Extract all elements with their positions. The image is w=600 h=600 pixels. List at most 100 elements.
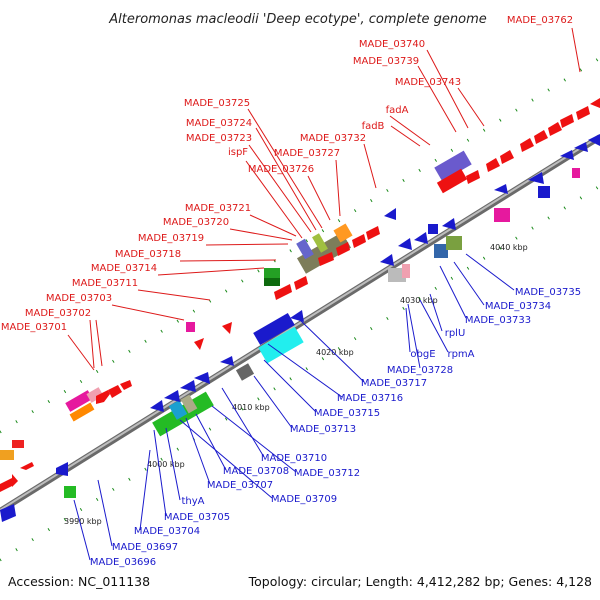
gene-reverse [180,394,198,414]
gene-forward [120,380,132,390]
gene-reverse [494,184,508,194]
gene-forward [352,234,366,248]
gene-label: MADE_03718 [115,249,181,260]
gene-label: MADE_03711 [72,278,138,289]
gene-label: MADE_03721 [185,203,251,214]
gene-forward [186,322,195,332]
gene-reverse [258,326,304,364]
gene-reverse [434,244,448,258]
forward-leader-lines [67,27,581,371]
gene-forward [96,390,110,404]
gene-label: rpmA [447,349,474,360]
gene-label: MADE_03735 [515,287,581,298]
gene-forward [576,106,590,120]
gene-label: MADE_03727 [274,148,340,159]
gene-forward [318,252,334,266]
gene-label: MADE_03716 [337,393,403,404]
kbp-ticks: 3990 kbp 4000 kbp 4010 kbp 4020 kbp 4030… [64,243,528,526]
gene-forward [560,114,574,128]
gene-reverse [194,372,210,384]
gene-label: MADE_03732 [300,133,366,144]
forward-labels: MADE_03762 MADE_03740 MADE_03739 MADE_03… [1,15,573,333]
gene-forward [436,168,468,194]
gene-label: MADE_03703 [46,293,112,304]
gene-forward [69,402,95,422]
gene-reverse [428,224,438,234]
gene-forward [12,440,24,448]
gene-forward [86,387,104,403]
gene-forward [296,238,314,260]
gene-reverse [574,142,588,152]
gene-label: MADE_03707 [207,480,273,491]
gene-label: MADE_03740 [359,39,425,50]
gene-label: MADE_03719 [138,233,204,244]
gene-reverse [56,462,68,476]
gene-reverse [150,400,164,412]
gene-forward [0,450,14,460]
gene-label: MADE_03743 [395,77,461,88]
gene-label: MADE_03696 [90,557,156,568]
gene-forward [312,233,328,253]
gene-forward [20,462,34,470]
gene-reverse [235,363,255,381]
reverse-strand-genes [0,134,600,522]
gene-forward [274,284,292,300]
gene-forward [366,226,380,240]
gene-reverse [180,380,196,392]
gene-reverse [290,310,304,322]
gene-reverse [446,236,462,250]
kbp-tick-label: 4000 kbp [147,460,185,469]
gene-forward [434,150,472,182]
kbp-tick-label: 4010 kbp [232,403,270,412]
outer-tick-row-upper [0,56,600,434]
topology-text: Topology: circular; Length: 4,412,282 bp… [248,574,592,589]
gene-reverse [168,400,188,420]
gene-label: MADE_03762 [507,15,573,26]
gene-forward [264,268,280,278]
gene-label: MADE_03714 [91,263,157,274]
gene-label: MADE_03709 [271,494,337,505]
kbp-tick-label: 4030 kbp [400,296,438,305]
gene-forward [494,208,510,222]
gene-forward [548,122,562,136]
reverse-labels: MADE_03735 MADE_03734 MADE_03733 rplU rp… [90,287,581,568]
forward-strand-genes [0,98,600,492]
gene-reverse [572,168,580,178]
gene-forward [534,130,548,144]
gene-reverse [384,208,396,220]
gene-label: MADE_03702 [25,308,91,319]
gene-forward [486,158,500,172]
gene-label: fadA [386,105,409,116]
gene-label: MADE_03739 [353,56,419,67]
gene-label: MADE_03725 [184,98,250,109]
gene-forward [590,98,600,108]
gene-label: MADE_03723 [186,133,252,144]
gene-label: MADE_03704 [134,526,200,537]
gene-label: MADE_03728 [387,365,453,376]
gene-forward [194,338,204,350]
gene-label: MADE_03733 [465,315,531,326]
accession-text: Accession: NC_011138 [8,574,150,589]
gene-label: obgE [410,349,435,360]
gene-reverse [220,356,234,366]
gene-reverse [164,390,180,402]
kbp-tick-label: 4040 kbp [490,243,528,252]
gene-forward [264,278,280,286]
gene-forward [65,390,93,412]
outer-tick-row-lower [0,184,600,562]
genome-backbone [0,134,600,514]
gene-reverse [538,186,550,198]
gene-label: MADE_03724 [186,118,252,129]
gene-label: MADE_03713 [290,424,356,435]
gene-label: MADE_03720 [163,217,229,228]
gene-label: MADE_03717 [361,378,427,389]
gene-label: MADE_03734 [485,301,551,312]
gene-forward [520,138,534,152]
gene-reverse [588,134,600,146]
kbp-tick-label: 4020 kbp [316,348,354,357]
gene-reverse [380,254,394,266]
gene-label: MADE_03697 [112,542,178,553]
gene-forward [222,322,232,334]
gene-forward [0,474,18,492]
